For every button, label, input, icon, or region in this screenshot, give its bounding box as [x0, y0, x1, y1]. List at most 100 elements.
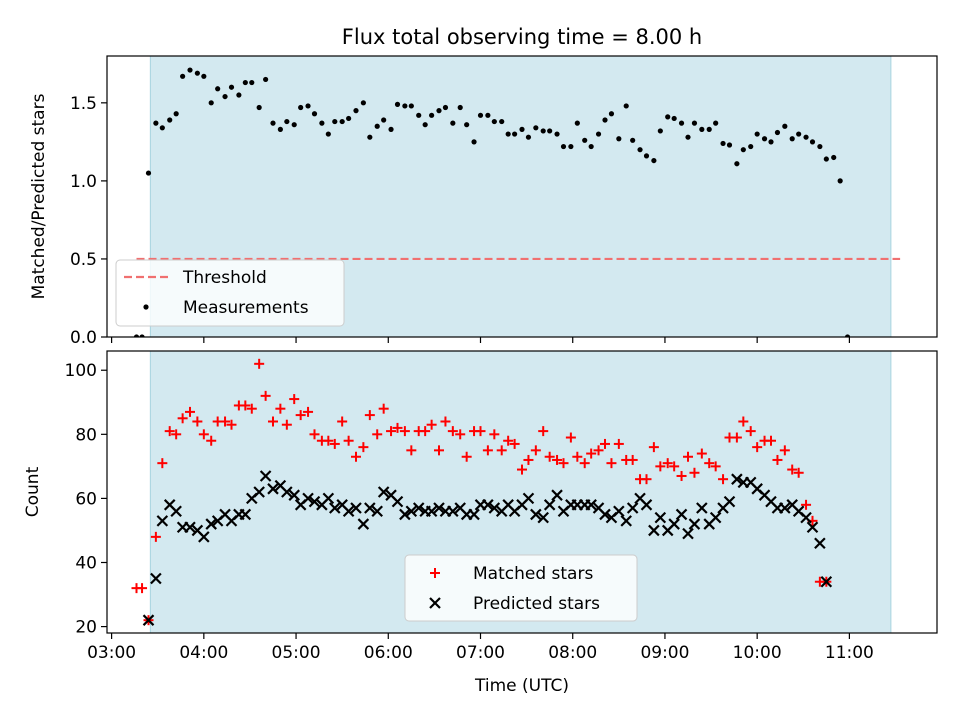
- matched-star-point: [185, 406, 195, 417]
- figure-title: Flux total observing time = 8.00 h: [342, 25, 702, 49]
- measurement-point: [133, 334, 140, 337]
- matched-star-point: [226, 419, 237, 430]
- measurement-point: [277, 126, 283, 132]
- measurement-point: [450, 120, 456, 126]
- matched-star-point: [295, 410, 306, 421]
- measurement-point: [533, 125, 539, 131]
- matched-star-point: [406, 445, 417, 456]
- predicted-star-point: [640, 499, 653, 511]
- predicted-star-point: [425, 505, 438, 518]
- measurement-point: [608, 111, 615, 117]
- predicted-star-point: [522, 492, 535, 505]
- axes-frame: [106, 350, 938, 634]
- y-tick-label: 0.5: [70, 250, 97, 270]
- x-tick-label: 11:00: [825, 643, 874, 663]
- predicted-star-point: [654, 511, 667, 524]
- legend: Matched stars Predicted stars: [404, 554, 638, 622]
- measurement-point: [789, 136, 795, 142]
- predicted-star-point: [377, 486, 390, 498]
- predicted-star-point: [620, 515, 632, 527]
- legend-predicted-swatch: [429, 597, 441, 609]
- legend-threshold-label: Threshold: [182, 268, 267, 288]
- predicted-star-point: [433, 502, 445, 514]
- matched-star-point: [648, 442, 659, 453]
- predicted-star-point: [350, 502, 362, 514]
- x-tick-label: 10:00: [733, 643, 782, 663]
- axes-frame: [106, 55, 938, 338]
- predicted-star-point: [800, 511, 812, 524]
- legend-measurements-swatch: [143, 304, 149, 310]
- predicted-star-point: [342, 505, 355, 518]
- predicted-star-point: [259, 470, 272, 482]
- predicted-star-point: [626, 502, 639, 514]
- measurement-point: [215, 86, 221, 92]
- matched-star-point: [745, 426, 756, 437]
- measurement-point: [325, 131, 331, 137]
- measurement-point: [187, 67, 193, 73]
- matched-star-point: [351, 451, 361, 462]
- measurement-point: [332, 118, 338, 125]
- measurement-point: [699, 126, 705, 132]
- matched-star-point: [731, 432, 742, 443]
- predicted-star-point: [468, 508, 480, 521]
- predicted-star-point: [302, 492, 314, 505]
- measurement-point: [582, 137, 588, 143]
- predicted-star-point: [731, 473, 743, 485]
- matched-star-point: [455, 429, 466, 440]
- predicted-star-point: [198, 531, 210, 543]
- y-tick-label: 0.0: [70, 328, 97, 348]
- matched-star-point: [676, 470, 687, 481]
- measurement-point: [720, 140, 726, 147]
- matched-star-point: [586, 448, 597, 459]
- predicted-star-point: [322, 492, 335, 505]
- y-axis-label: Count: [23, 466, 43, 517]
- matched-star-point: [509, 438, 520, 449]
- predicted-star-point: [488, 502, 501, 514]
- measurement-point: [485, 112, 491, 118]
- matched-star-point: [392, 422, 403, 433]
- y-tick-label: 20: [75, 618, 97, 638]
- y-tick-label: 40: [75, 554, 97, 574]
- matched-star-point: [523, 454, 534, 465]
- predicted-star-point: [723, 495, 736, 508]
- matched-star-point: [572, 451, 583, 462]
- predicted-star-point: [814, 537, 826, 550]
- predicted-star-point: [399, 508, 411, 521]
- predicted-star-point: [412, 502, 425, 514]
- matched-star-point: [137, 583, 148, 594]
- matched-star-point: [171, 429, 182, 440]
- matched-star-point: [689, 467, 700, 478]
- predicted-star-point: [184, 521, 196, 534]
- measurement-point: [685, 134, 691, 140]
- predicted-star-point: [779, 502, 791, 514]
- matched-star-point: [606, 458, 617, 469]
- measurement-point: [602, 117, 608, 123]
- matched-star-point: [150, 531, 161, 542]
- matched-star-point: [600, 438, 610, 449]
- measurement-point: [554, 131, 560, 137]
- measurement-point: [525, 134, 532, 140]
- matched-star-point: [772, 454, 783, 465]
- measurement-point: [823, 156, 829, 162]
- x-tick-label: 06:00: [364, 643, 413, 663]
- predicted-star-point: [482, 499, 494, 511]
- predicted-star-point: [364, 502, 376, 514]
- predicted-star-point: [820, 575, 833, 588]
- predicted-star-point: [675, 508, 688, 521]
- matched-star-point: [641, 474, 652, 485]
- matched-star-point: [329, 438, 340, 449]
- x-tick-label: 08:00: [548, 643, 597, 663]
- measurement-point: [560, 143, 567, 150]
- measurement-point: [547, 128, 553, 134]
- measurement-point: [837, 178, 843, 184]
- matched-star-point: [426, 419, 437, 430]
- measurement-point: [726, 142, 733, 148]
- measurement-point: [519, 126, 525, 132]
- measurement-point: [740, 147, 746, 153]
- measurement-point: [691, 120, 698, 126]
- matched-star-point: [358, 442, 369, 453]
- measurement-point: [803, 134, 809, 140]
- predicted-star-point: [447, 505, 459, 518]
- matched-star-point: [420, 426, 431, 437]
